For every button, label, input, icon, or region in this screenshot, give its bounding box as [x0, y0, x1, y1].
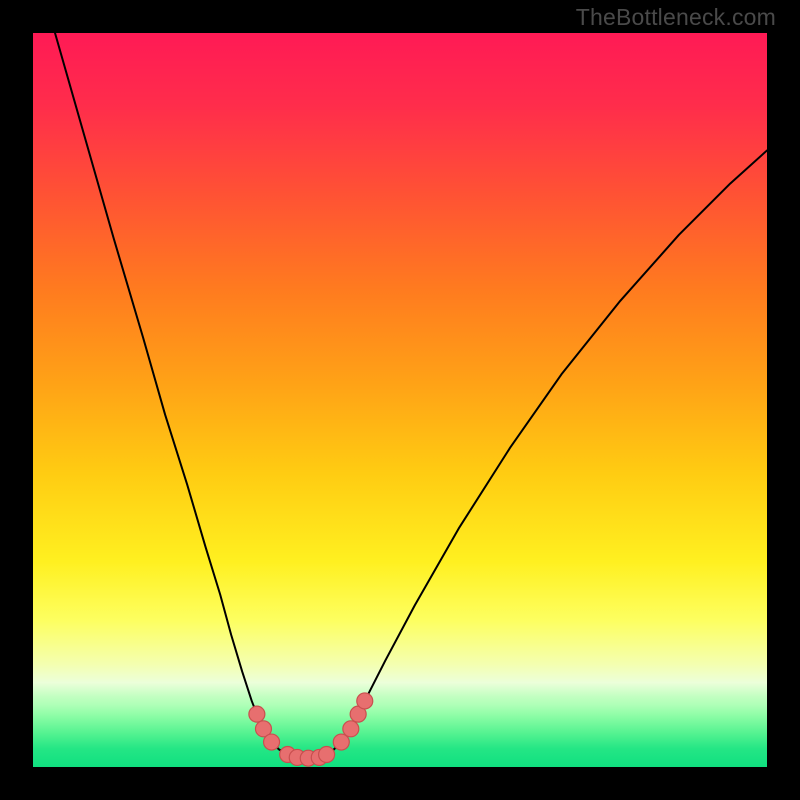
watermark-text: TheBottleneck.com	[576, 4, 776, 31]
marker-dot	[264, 734, 280, 750]
marker-dot	[319, 747, 335, 763]
chart-stage: TheBottleneck.com	[0, 0, 800, 800]
chart-overlay-svg	[0, 0, 800, 800]
marker-dot	[343, 721, 359, 737]
bottleneck-curve	[55, 33, 767, 758]
marker-dot	[357, 693, 373, 709]
marker-dot	[249, 706, 265, 722]
curve-markers	[249, 693, 373, 766]
